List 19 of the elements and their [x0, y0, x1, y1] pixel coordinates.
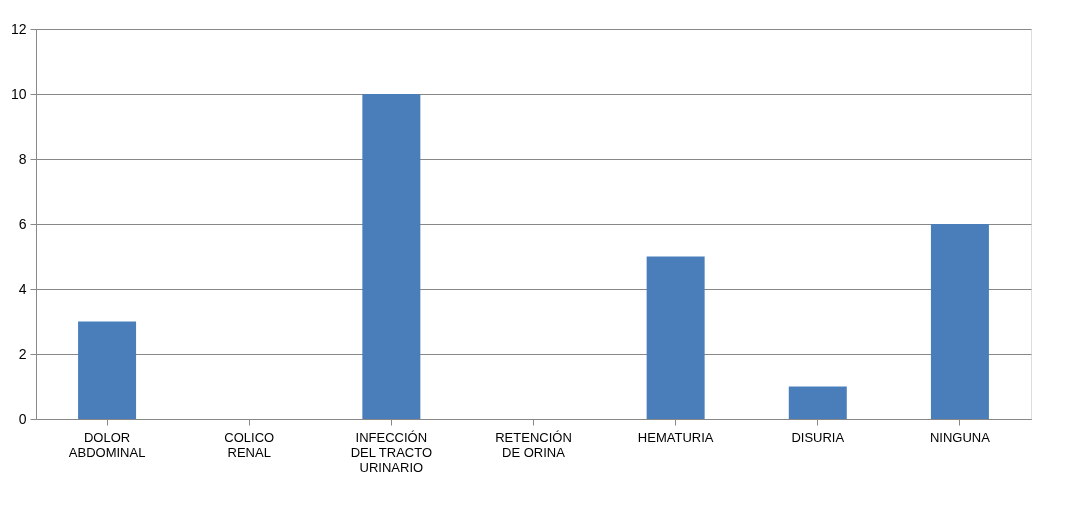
- y-tick-label: 0: [18, 410, 27, 427]
- y-tick-label: 10: [10, 85, 27, 102]
- bar: [930, 224, 989, 419]
- bar: [78, 321, 137, 419]
- y-tick-label: 6: [18, 215, 27, 232]
- x-tick-label: NINGUNA: [929, 429, 991, 445]
- y-tick-label: 8: [18, 150, 27, 167]
- x-tick-label: HEMATURIA: [637, 429, 714, 445]
- y-tick-label: 4: [18, 280, 27, 297]
- x-tick-label: RETENCIÓN DE ORINA: [495, 429, 572, 460]
- x-tick-label: COLICO RENAL: [224, 429, 275, 460]
- y-tick-label: 2: [18, 345, 27, 362]
- x-tick-label: INFECCIÓN DEL TRACTO URINARIO: [350, 429, 433, 475]
- x-tick-label: DISURIA: [791, 429, 845, 445]
- x-tick-label: DOLOR ABDOMINAL: [68, 429, 146, 460]
- bar: [362, 94, 421, 419]
- bar: [646, 256, 705, 419]
- bar: [788, 386, 847, 419]
- y-tick-label: 12: [10, 20, 27, 37]
